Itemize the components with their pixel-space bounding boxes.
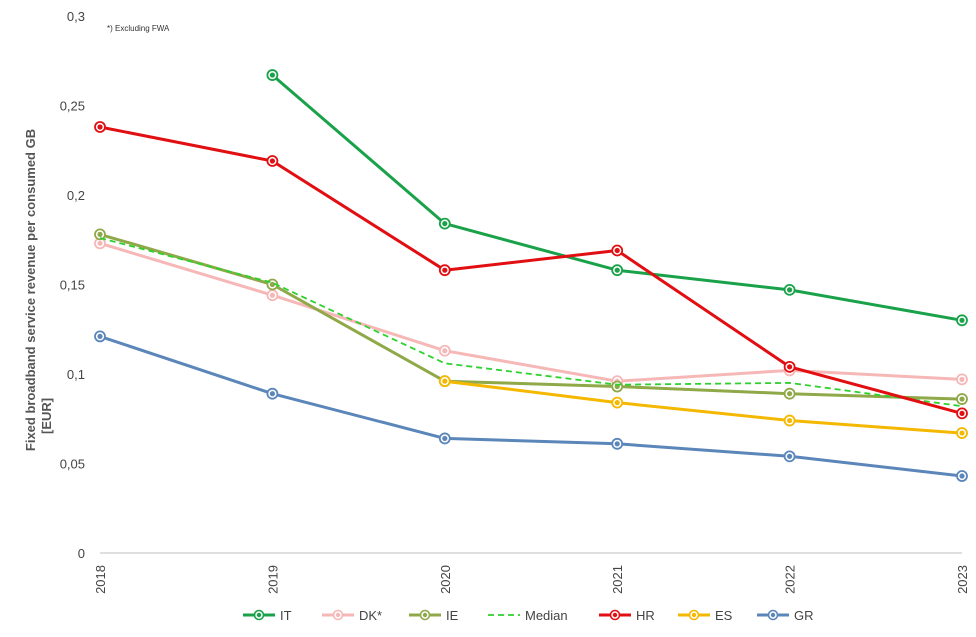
series-gr (94, 330, 968, 482)
series-line-dk (99, 241, 963, 383)
data-point-core-hr (442, 267, 448, 273)
legend-label: Median (525, 608, 568, 623)
series-line-it (271, 73, 963, 322)
series-line-median (99, 237, 963, 408)
legend-label: DK* (359, 608, 382, 623)
legend-item-gr: GR (757, 608, 814, 623)
data-point-core-dk (97, 240, 103, 246)
legend-swatch-marker-core (335, 612, 341, 618)
data-point-core-es (614, 400, 620, 406)
legend-item-median: Median (488, 608, 568, 623)
data-point-core-it (787, 287, 793, 293)
series-it (266, 69, 968, 327)
x-tick-label: 2021 (610, 565, 625, 594)
legend-swatch-marker-core (612, 612, 618, 618)
legend-swatch-marker-core (256, 612, 262, 618)
data-point-core-es (442, 378, 448, 384)
data-point-core-it (959, 317, 965, 323)
series-line-es (444, 379, 963, 435)
series-median (99, 237, 963, 408)
data-point-core-hr (269, 158, 275, 164)
legend-label: HR (636, 608, 655, 623)
legend-label: GR (794, 608, 814, 623)
data-point-core-ie (787, 391, 793, 397)
data-point-core-hr (959, 410, 965, 416)
x-tick-label: 2022 (783, 565, 798, 594)
data-point-core-it (614, 267, 620, 273)
data-point-core-gr (787, 453, 793, 459)
legend-item-dk: DK* (322, 608, 382, 623)
legend-item-it: IT (243, 608, 292, 623)
series-line-gr (99, 334, 963, 478)
x-axis-ticks: 2018 2019 2020 2021 2022 2023 (93, 565, 970, 594)
x-tick-label: 2019 (265, 565, 280, 594)
data-point-core-it (442, 221, 448, 227)
y-tick-label: 0,2 (67, 188, 85, 203)
data-point-core-ie (97, 231, 103, 237)
y-axis-title-line-2: [EUR] (39, 398, 54, 434)
data-point-core-dk (269, 292, 275, 298)
y-tick-label: 0 (78, 546, 85, 561)
legend-label: IT (280, 608, 292, 623)
chart-note: *) Excluding FWA (107, 24, 170, 33)
data-point-core-gr (959, 473, 965, 479)
legend-swatch-marker-core (691, 612, 697, 618)
y-axis-ticks: 0 0,05 0,1 0,15 0,2 0,25 0,3 (60, 9, 85, 561)
data-point-core-gr (442, 435, 448, 442)
x-tick-label: 2018 (93, 565, 108, 594)
legend-label: IE (446, 608, 459, 623)
y-axis-title-line-1: Fixed broadband service revenue per cons… (23, 129, 38, 451)
data-point-core-gr (614, 441, 620, 447)
legend-swatch-marker-core (770, 612, 776, 618)
data-point-core-it (269, 72, 275, 78)
legend: IT DK* IE Median HR ES GR (243, 608, 814, 623)
x-tick-label: 2020 (438, 565, 453, 594)
data-point-core-hr (787, 364, 793, 370)
y-tick-label: 0,25 (60, 99, 85, 114)
series-line-hr (99, 125, 963, 415)
series-es (438, 375, 968, 439)
series-hr (94, 121, 968, 420)
data-point-core-hr (614, 247, 620, 254)
y-tick-label: 0,15 (60, 278, 85, 293)
y-tick-label: 0,3 (67, 9, 85, 24)
data-point-core-ie (959, 396, 965, 402)
legend-swatch-marker-core (422, 612, 428, 618)
data-point-core-es (959, 430, 965, 436)
data-point-core-dk (442, 348, 448, 354)
y-tick-label: 0,05 (60, 457, 85, 472)
data-point-core-hr (97, 124, 103, 130)
data-point-core-es (787, 417, 793, 424)
legend-label: ES (715, 608, 733, 623)
y-axis-title: Fixed broadband service revenue per cons… (23, 129, 54, 451)
legend-item-es: ES (678, 608, 733, 623)
series-line-ie (99, 232, 963, 401)
data-point-core-gr (269, 391, 275, 397)
data-point-core-gr (97, 333, 103, 340)
data-point-core-ie (269, 281, 275, 288)
legend-item-ie: IE (409, 608, 459, 623)
legend-item-hr: HR (599, 608, 655, 623)
series-layer (94, 69, 968, 482)
x-tick-label: 2023 (955, 565, 970, 594)
data-point-core-dk (959, 376, 965, 382)
y-tick-label: 0,1 (67, 367, 85, 382)
